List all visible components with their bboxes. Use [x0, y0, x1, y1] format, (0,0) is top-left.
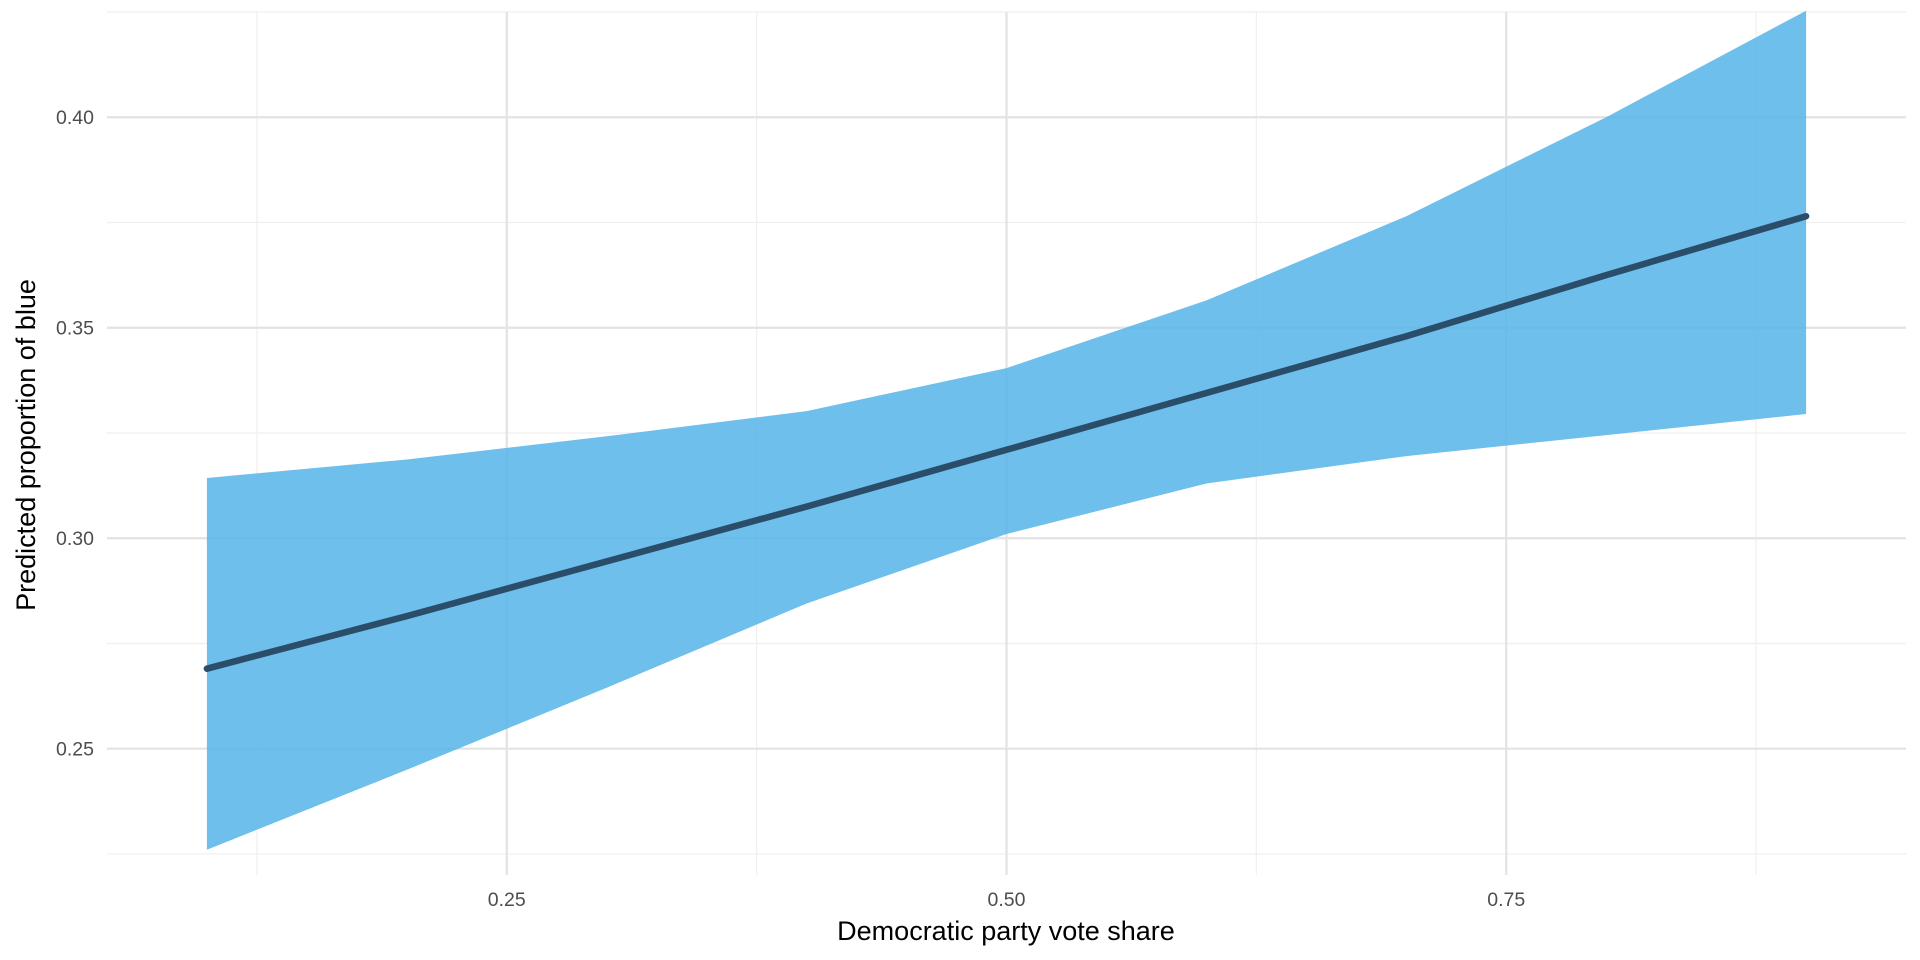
y-tick-label: 0.40 [56, 107, 94, 129]
y-tick-label: 0.25 [56, 739, 94, 761]
y-tick-label: 0.30 [56, 528, 94, 550]
confidence-ribbon-group [206, 10, 1807, 850]
x-tick-label: 0.25 [488, 889, 526, 911]
y-axis-title: Predicted proportion of blue [11, 279, 41, 611]
x-tick-label: 0.75 [1487, 889, 1525, 911]
x-axis-title: Democratic party vote share [837, 916, 1175, 946]
fit-line [203, 212, 1810, 672]
x-axis-ticks: 0.25 0.50 0.75 [488, 889, 1526, 911]
fit-line-group [203, 212, 1810, 672]
y-axis-ticks: 0.25 0.30 0.35 0.40 [56, 107, 94, 760]
y-tick-label: 0.35 [56, 318, 94, 340]
confidence-ribbon [206, 10, 1807, 850]
x-tick-label: 0.50 [988, 889, 1026, 911]
